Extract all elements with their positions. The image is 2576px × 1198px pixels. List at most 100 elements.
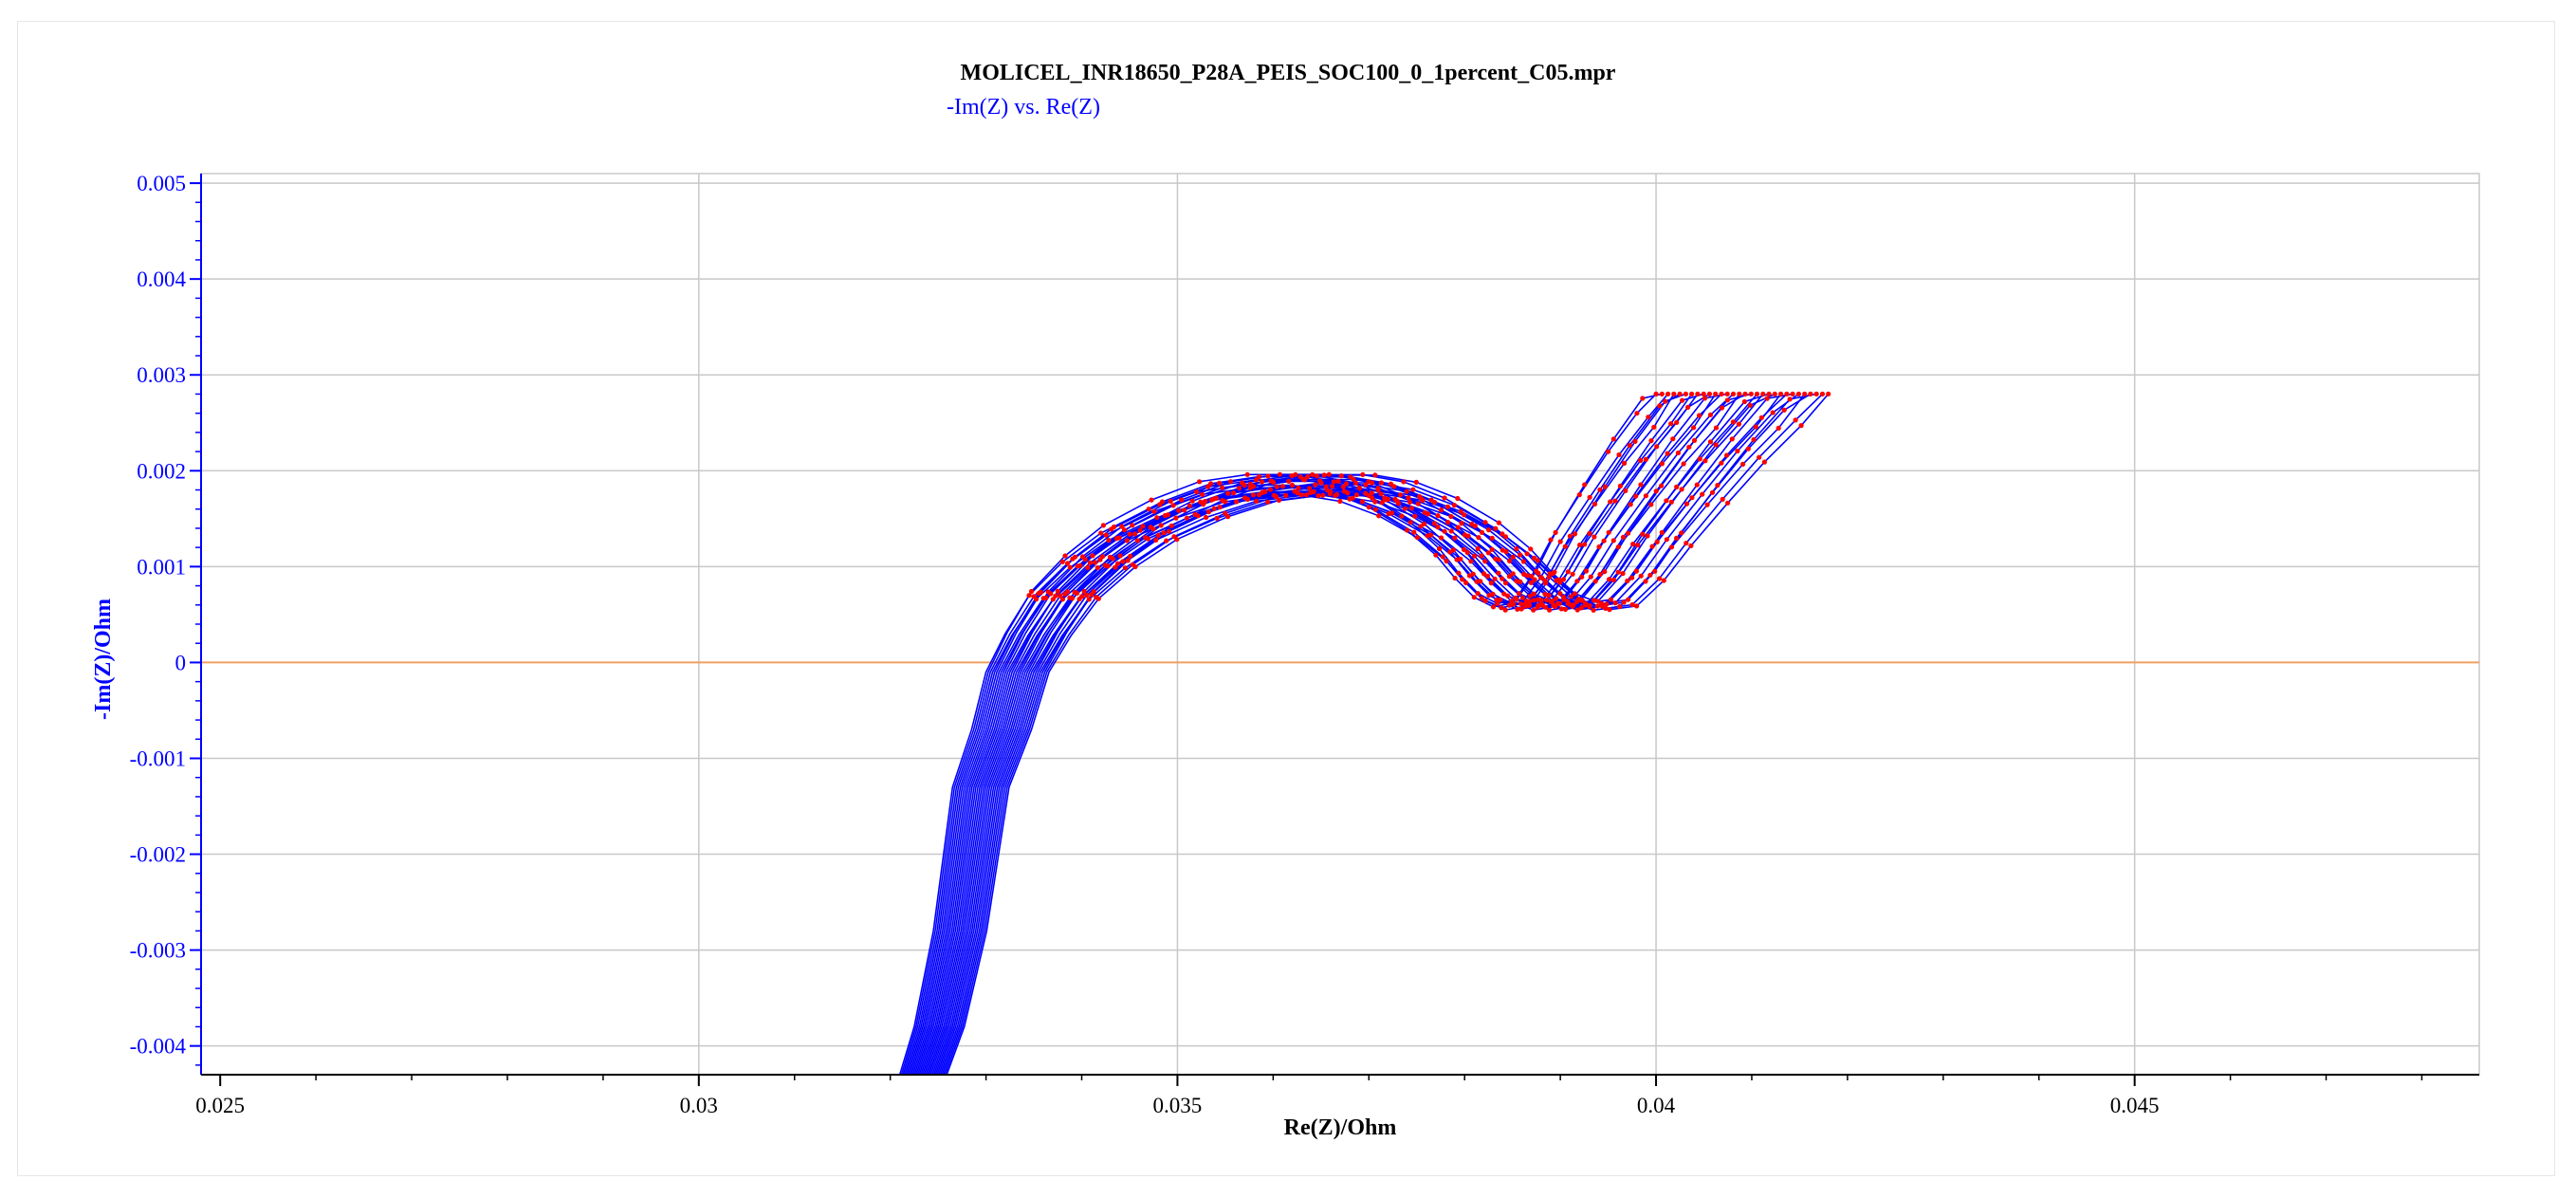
series-line <box>943 393 1817 1076</box>
x-tick-label: 0.045 <box>2110 1094 2160 1117</box>
data-point <box>1314 473 1319 479</box>
data-point <box>1326 471 1332 477</box>
data-point <box>1653 488 1659 494</box>
data-point <box>1462 512 1467 518</box>
data-point <box>1582 542 1588 547</box>
data-point <box>1372 472 1378 478</box>
data-point <box>1735 448 1740 454</box>
data-point <box>1353 480 1359 486</box>
data-point <box>1686 444 1692 450</box>
data-point <box>1074 590 1080 597</box>
data-point <box>1488 581 1494 586</box>
data-point <box>1610 538 1616 544</box>
data-point <box>1656 576 1663 581</box>
data-point <box>1320 492 1326 498</box>
data-point <box>1536 570 1541 576</box>
data-point <box>1465 533 1471 539</box>
data-point <box>1463 580 1469 586</box>
data-point <box>1482 520 1488 525</box>
data-point <box>1376 513 1382 519</box>
data-point <box>1713 425 1720 431</box>
data-point <box>1475 591 1481 597</box>
data-point <box>1679 530 1684 536</box>
data-point <box>1472 553 1478 559</box>
y-tick-label: -0.003 <box>130 939 186 963</box>
data-point <box>1742 391 1748 396</box>
data-point <box>1638 573 1644 579</box>
data-point <box>1509 599 1515 604</box>
data-point <box>1713 442 1719 448</box>
chart-title: MOLICEL_INR18650_P28A_PEIS_SOC100_0_1per… <box>960 61 1616 85</box>
data-point <box>1195 513 1201 519</box>
data-point <box>1638 482 1644 488</box>
data-point <box>1715 483 1720 488</box>
data-point <box>1535 604 1540 610</box>
data-point <box>1313 482 1318 488</box>
data-point <box>1414 535 1420 541</box>
data-point <box>1583 568 1590 574</box>
data-point <box>1201 502 1206 507</box>
data-point <box>1184 515 1189 521</box>
data-point <box>1802 391 1808 396</box>
data-point <box>1670 436 1676 442</box>
data-point <box>1664 498 1669 504</box>
data-point <box>1277 471 1282 477</box>
data-point <box>1303 492 1309 498</box>
data-point <box>1214 495 1220 501</box>
data-point <box>1296 485 1301 490</box>
data-point <box>1626 597 1631 602</box>
data-point <box>1702 396 1708 401</box>
data-point <box>1058 593 1063 599</box>
data-point <box>1103 532 1109 538</box>
data-point <box>1496 520 1501 525</box>
data-point <box>1538 598 1544 603</box>
data-point <box>1372 507 1378 512</box>
data-point <box>1553 529 1558 536</box>
data-point <box>1208 497 1214 503</box>
data-point <box>1161 530 1167 536</box>
data-point <box>1606 449 1611 454</box>
data-point <box>1273 493 1279 500</box>
data-point <box>1701 391 1706 396</box>
data-point <box>1601 538 1607 544</box>
data-point <box>1090 553 1095 559</box>
data-point <box>1640 396 1646 401</box>
data-point <box>1758 415 1764 420</box>
data-point <box>1476 535 1481 541</box>
data-point <box>1369 480 1375 486</box>
data-point <box>1479 596 1484 601</box>
data-point <box>1234 499 1240 505</box>
data-point <box>1327 491 1333 497</box>
data-point <box>1550 598 1555 604</box>
data-point <box>1121 527 1128 533</box>
data-point <box>1751 436 1757 443</box>
data-point <box>1398 492 1404 498</box>
data-point <box>1632 438 1638 444</box>
data-point <box>1691 425 1697 431</box>
x-tick-label: 0.035 <box>1153 1094 1203 1117</box>
data-point <box>1321 472 1327 478</box>
data-point <box>1500 576 1505 581</box>
data-point <box>1620 571 1626 577</box>
data-point <box>1194 488 1200 495</box>
data-point <box>1098 530 1104 536</box>
data-point <box>1685 404 1691 410</box>
data-point <box>1592 534 1597 540</box>
data-point <box>1617 483 1623 488</box>
data-point <box>1149 497 1154 503</box>
data-point <box>1795 391 1801 396</box>
data-point <box>1360 471 1366 477</box>
data-point <box>1394 498 1400 505</box>
data-point <box>1633 568 1639 574</box>
data-point <box>1764 396 1770 401</box>
data-point <box>1428 532 1434 538</box>
data-point <box>1350 495 1355 501</box>
data-point <box>1289 482 1296 488</box>
data-point <box>1674 419 1680 425</box>
data-point <box>1571 602 1576 608</box>
data-point <box>1554 596 1559 601</box>
data-point <box>1575 597 1581 602</box>
data-point <box>1502 581 1509 586</box>
data-point <box>1307 486 1313 491</box>
data-point <box>1546 592 1552 599</box>
